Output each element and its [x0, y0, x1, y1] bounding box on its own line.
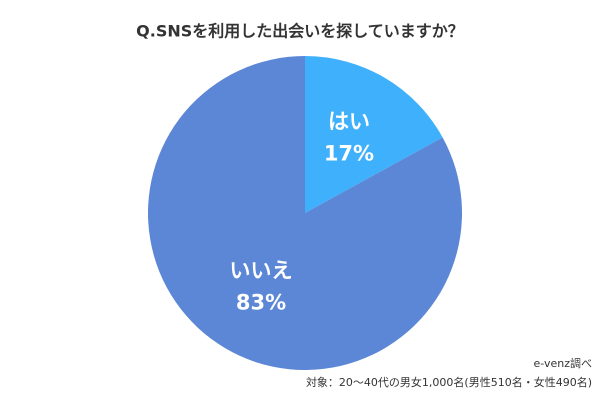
value-label: 83%: [236, 290, 286, 314]
slice-label: はい: [328, 110, 370, 134]
pie-slice: [305, 56, 443, 213]
pie-slice: [148, 56, 463, 371]
value-label: 17%: [324, 142, 374, 166]
chart-title: Q.SNSを利用した出会いを探していますか？: [136, 22, 464, 41]
source: e-venz調べ: [534, 356, 592, 370]
note: 対象：20〜40代の男女1,000名(男性510名・女性490名): [306, 375, 592, 389]
slice-label: いいえ: [230, 258, 293, 282]
